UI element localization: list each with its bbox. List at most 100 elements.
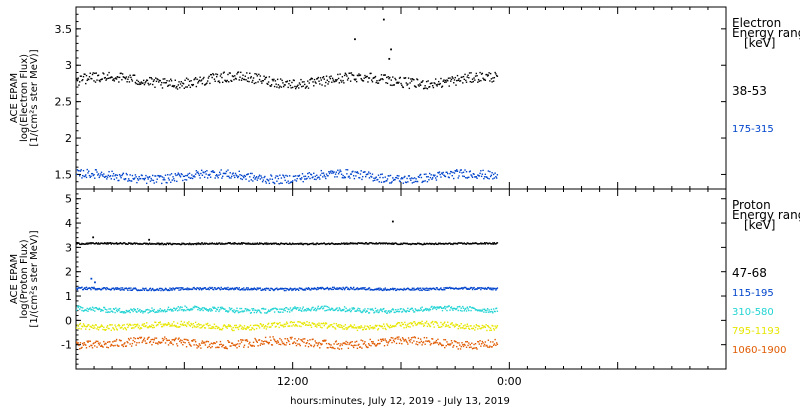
data-point [171,243,173,246]
legend-title-line: [keV] [744,36,775,50]
data-point [335,308,338,310]
data-point [239,289,241,291]
data-point [143,242,146,244]
data-point [285,321,288,323]
data-point [354,310,356,312]
data-point [315,288,317,290]
data-point [231,242,234,245]
data-point [362,309,365,311]
data-point [355,78,357,80]
data-point [359,74,362,76]
data-point [127,78,129,80]
data-point [81,325,83,328]
data-point [89,325,91,328]
data-point [456,324,459,326]
data-point [200,308,203,311]
data-point [225,80,227,82]
data-point [285,341,288,344]
data-point [395,176,397,179]
data-point [286,243,289,245]
data-point [141,324,143,326]
data-point [340,243,342,245]
data-point [334,327,336,329]
data-point [243,325,246,327]
data-point [100,173,102,175]
data-point [386,243,389,245]
data-point [412,177,414,180]
data-point [217,177,219,179]
data-point [225,310,227,312]
data-point [133,178,135,181]
data-point [203,76,205,79]
data-point [201,174,204,176]
data-point [392,287,394,290]
data-point [191,326,194,329]
data-point [80,75,82,77]
data-point [366,346,368,349]
data-point [312,287,314,290]
data-point [85,347,88,349]
data-point [323,288,326,291]
data-point [479,243,481,245]
data-point [368,328,371,330]
data-point [303,321,305,324]
data-point [303,341,305,344]
data-point [215,325,218,328]
data-point [254,178,256,180]
data-point [121,324,124,326]
data-point [204,327,207,329]
data-point [212,306,214,308]
data-point [204,243,207,245]
data-point [348,175,350,177]
data-point [484,341,487,343]
data-point [234,310,237,313]
data-point [336,343,338,346]
data-point [295,344,298,347]
data-point [94,341,97,344]
data-point [260,289,262,291]
data-point [322,340,324,342]
data-point [446,171,448,174]
data-point [102,328,104,331]
data-point [104,308,106,311]
data-point [462,307,465,309]
data-point [304,175,307,177]
data-point [209,308,211,310]
data-point [246,173,248,176]
data-point [337,242,340,245]
data-point [440,306,442,308]
data-point [157,243,159,245]
data-point [317,305,319,308]
data-point [148,336,150,339]
data-point [137,326,140,329]
data-point [103,343,106,346]
data-point [371,288,373,291]
data-point [294,85,296,88]
data-point [106,287,108,289]
data-point [209,82,211,85]
data-point [316,78,318,80]
data-point [188,341,190,344]
data-point [178,243,180,245]
data-point [94,72,96,75]
data-point [430,174,432,176]
data-point [384,338,386,340]
data-point [325,309,328,312]
data-point [483,345,485,347]
data-point [168,309,170,311]
data-point [167,242,169,244]
data-point [410,78,412,80]
data-point [351,288,353,290]
data-point [333,243,335,245]
data-point [76,169,79,171]
data-point [126,288,128,290]
data-point [221,288,223,290]
data-point [311,176,313,179]
data-point [340,173,343,175]
data-point [293,175,295,178]
data-point [347,309,350,311]
data-point [472,80,475,83]
data-point [118,242,121,245]
data-point [126,340,128,343]
data-point [354,242,356,244]
